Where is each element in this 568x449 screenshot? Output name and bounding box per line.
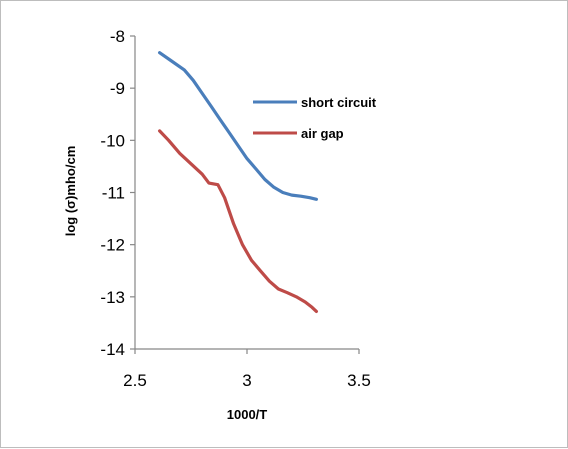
y-tick-label: -11 xyxy=(102,184,125,203)
y-tick-label: -12 xyxy=(100,236,125,255)
x-tick-label: 3.5 xyxy=(347,371,371,390)
x-tick-label: 2.5 xyxy=(123,371,147,390)
y-tick-label: -9 xyxy=(110,79,125,98)
legend-label: short circuit xyxy=(301,95,377,110)
y-tick-label: -13 xyxy=(100,288,125,307)
y-tick-label: -10 xyxy=(100,131,125,150)
series-line-short-circuit xyxy=(158,51,318,201)
series-layer xyxy=(158,51,318,313)
legend: short circuit air gap xyxy=(253,95,377,141)
legend-label: air gap xyxy=(301,126,344,141)
x-tick-label: 3 xyxy=(242,371,251,390)
series-line-air-gap xyxy=(158,129,318,313)
axes: -8 -9 -10 -11 -12 -13 -14 2.5 3 3.5 xyxy=(100,27,370,390)
y-tick-label: -8 xyxy=(110,27,125,46)
y-axis-title: log (σ)mho/cm xyxy=(63,146,78,237)
x-axis-title: 1000/T xyxy=(227,407,268,422)
y-tick-label: -14 xyxy=(100,340,125,359)
